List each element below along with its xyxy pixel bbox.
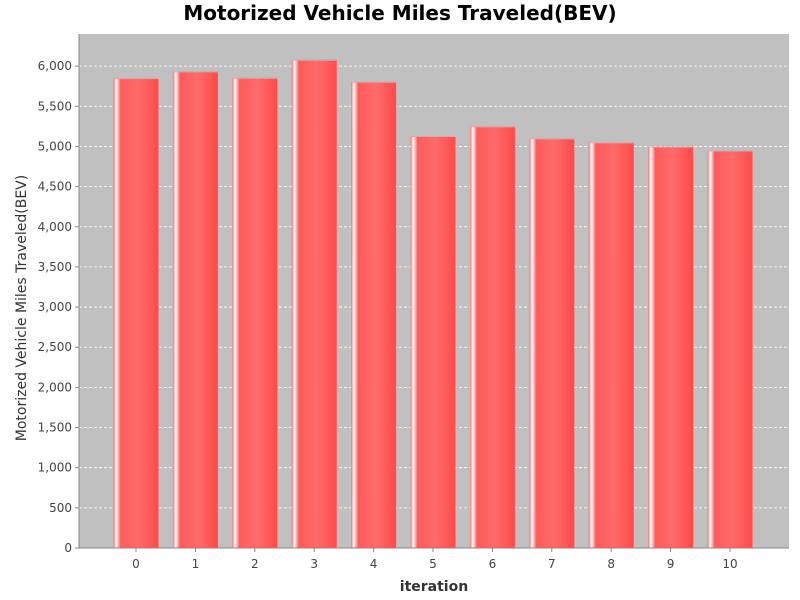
y-tick-label: 2,500 [38,340,72,354]
y-tick-label: 0 [64,541,72,555]
x-tick-label: 3 [310,557,318,571]
x-tick-label: 8 [607,557,615,571]
x-tick-label: 1 [192,557,200,571]
y-tick-label: 4,000 [38,220,72,234]
bar-iteration-1 [172,71,218,549]
chart-title: Motorized Vehicle Miles Traveled(BEV) [183,1,616,25]
x-tick-label: 5 [429,557,437,571]
bar-iteration-2 [232,77,278,548]
bars [113,59,753,549]
x-tick-label: 2 [251,557,259,571]
y-axis-ticks: 0 500 1,000 1,500 2,000 2,500 3,000 3,500 4,000 4… [38,59,79,555]
x-axis-label: iteration [400,579,468,595]
x-tick-label: 0 [132,557,140,571]
bar-iteration-9 [648,146,694,548]
y-tick-label: 4,500 [38,180,72,194]
bar-iteration-7 [529,138,575,548]
y-tick-label: 500 [49,501,72,515]
y-axis-label: Motorized Vehicle Miles Traveled(BEV) [14,175,30,441]
x-axis-ticks: 0 1 2 3 4 5 6 7 8 9 10 [132,548,738,571]
bar-iteration-5 [410,135,456,548]
bar-iteration-4 [351,81,397,548]
y-tick-label: 6,000 [38,59,72,73]
y-tick-label: 1,000 [38,461,72,475]
x-tick-label: 4 [370,557,378,571]
y-tick-label: 1,500 [38,421,72,435]
bar-iteration-8 [588,142,634,548]
x-tick-label: 7 [548,557,556,571]
bar-iteration-10 [707,150,753,548]
y-tick-label: 3,500 [38,260,72,274]
bar-iteration-0 [113,78,159,548]
y-tick-label: 2,000 [38,380,72,394]
y-tick-label: 5,500 [38,99,72,113]
bar-iteration-6 [469,126,515,548]
y-tick-label: 3,000 [38,300,72,314]
x-tick-label: 10 [722,557,737,571]
x-tick-label: 9 [667,557,675,571]
x-tick-label: 6 [489,557,497,571]
bar-iteration-3 [291,59,337,548]
y-tick-label: 5,000 [38,139,72,153]
